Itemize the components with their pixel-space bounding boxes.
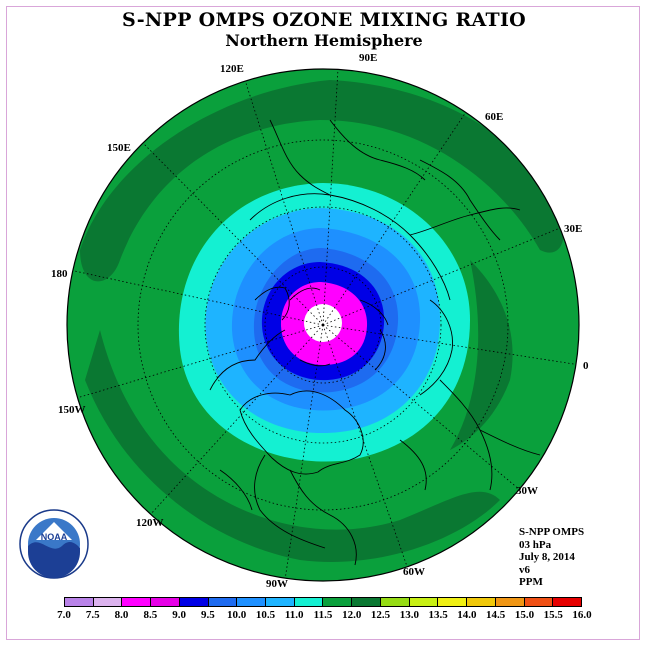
colorbar-segment bbox=[467, 598, 496, 606]
colorbar-segment bbox=[438, 598, 468, 606]
info-units: PPM bbox=[519, 576, 543, 588]
lon-label-60w: 60W bbox=[403, 566, 425, 578]
globe-boundary bbox=[66, 68, 580, 582]
noaa-logo-text: NOAA bbox=[41, 532, 68, 542]
noaa-logo: NOAA bbox=[19, 509, 89, 579]
colorbar-segment bbox=[208, 598, 238, 606]
info-date: July 8, 2014 bbox=[519, 551, 575, 563]
lon-label-90w: 90W bbox=[266, 578, 288, 590]
lon-label-120e: 120E bbox=[220, 63, 244, 75]
colorbar-segment bbox=[294, 598, 324, 606]
colorbar-tick-label: 10.0 bbox=[227, 609, 247, 621]
colorbar-tick-label: 11.5 bbox=[313, 609, 333, 621]
colorbar-segment bbox=[179, 598, 209, 606]
colorbar-tick-label: 10.5 bbox=[255, 609, 276, 621]
colorbar-tick-label: 13.0 bbox=[399, 609, 419, 621]
colorbar-tick-label: 14.0 bbox=[457, 609, 477, 621]
colorbar-segment bbox=[93, 598, 123, 606]
colorbar-segment bbox=[380, 598, 410, 606]
dark-green-band-south bbox=[85, 330, 500, 562]
map-title: S-NPP OMPS OZONE MIXING RATIO bbox=[121, 9, 527, 31]
colorbar-tick-label: 9.5 bbox=[201, 609, 215, 621]
coastlines bbox=[209, 119, 541, 566]
info-version: v6 bbox=[519, 563, 530, 576]
info-block: S-NPP OMPS 03 hPa July 8, 2014 v6 PPM bbox=[519, 526, 584, 589]
lon-label-30e: 30E bbox=[564, 223, 583, 235]
dark-green-band-east bbox=[450, 260, 513, 450]
colorbar-tick-label: 12.5 bbox=[370, 609, 391, 621]
colorbar-tick-label: 16.0 bbox=[572, 609, 592, 621]
lon-label-150w: 150W bbox=[58, 404, 86, 416]
colorbar-segment bbox=[237, 598, 267, 606]
colorbar-segment bbox=[409, 598, 439, 606]
colorbar-tick-label: 9.0 bbox=[172, 609, 186, 621]
figure-frame bbox=[6, 6, 640, 640]
colorbar-segment bbox=[65, 598, 94, 606]
colorbar-segment bbox=[151, 598, 180, 606]
graticule-parallels bbox=[137, 139, 509, 511]
colorbar-segment bbox=[266, 598, 295, 606]
info-instrument: S-NPP OMPS bbox=[519, 526, 585, 538]
lon-label-30w: 30W bbox=[516, 485, 538, 497]
colorbar-segment bbox=[495, 598, 525, 606]
lon-label-60e: 60E bbox=[485, 111, 504, 123]
lon-label-0: 0 bbox=[583, 360, 589, 372]
colorbar-segment bbox=[524, 598, 554, 606]
colorbar-tick-label: 8.5 bbox=[143, 609, 158, 621]
colorbar-tick-label: 12.0 bbox=[342, 609, 362, 621]
colorbar-tick-label: 13.5 bbox=[428, 609, 448, 621]
colorbar-tick-label: 15.0 bbox=[514, 609, 535, 621]
lon-label-90e: 90E bbox=[359, 52, 378, 64]
colorbar-tick-label: 7.5 bbox=[85, 609, 100, 621]
colorbar-tick-label: 8.0 bbox=[114, 609, 129, 621]
lon-label-180: 180 bbox=[51, 268, 68, 280]
colorbar-tick-label: 11.0 bbox=[284, 609, 304, 621]
colorbar-tick-label: 14.5 bbox=[486, 609, 506, 621]
dark-green-band-north bbox=[80, 80, 564, 282]
colorbar-tick-label: 15.5 bbox=[543, 609, 563, 621]
colorbar-tick-label: 7.0 bbox=[57, 609, 71, 621]
graticule-meridians bbox=[69, 69, 579, 581]
colorbar bbox=[64, 597, 582, 607]
colorbar-segment bbox=[553, 598, 581, 606]
ozone-field bbox=[67, 69, 579, 581]
colorbar-segment bbox=[352, 598, 381, 606]
lon-label-120w: 120W bbox=[136, 517, 164, 529]
map-subtitle: Northern Hemisphere bbox=[225, 31, 423, 50]
colorbar-segment bbox=[323, 598, 353, 606]
info-level: 03 hPa bbox=[519, 538, 552, 551]
lon-label-150e: 150E bbox=[107, 142, 131, 154]
colorbar-segment bbox=[122, 598, 152, 606]
